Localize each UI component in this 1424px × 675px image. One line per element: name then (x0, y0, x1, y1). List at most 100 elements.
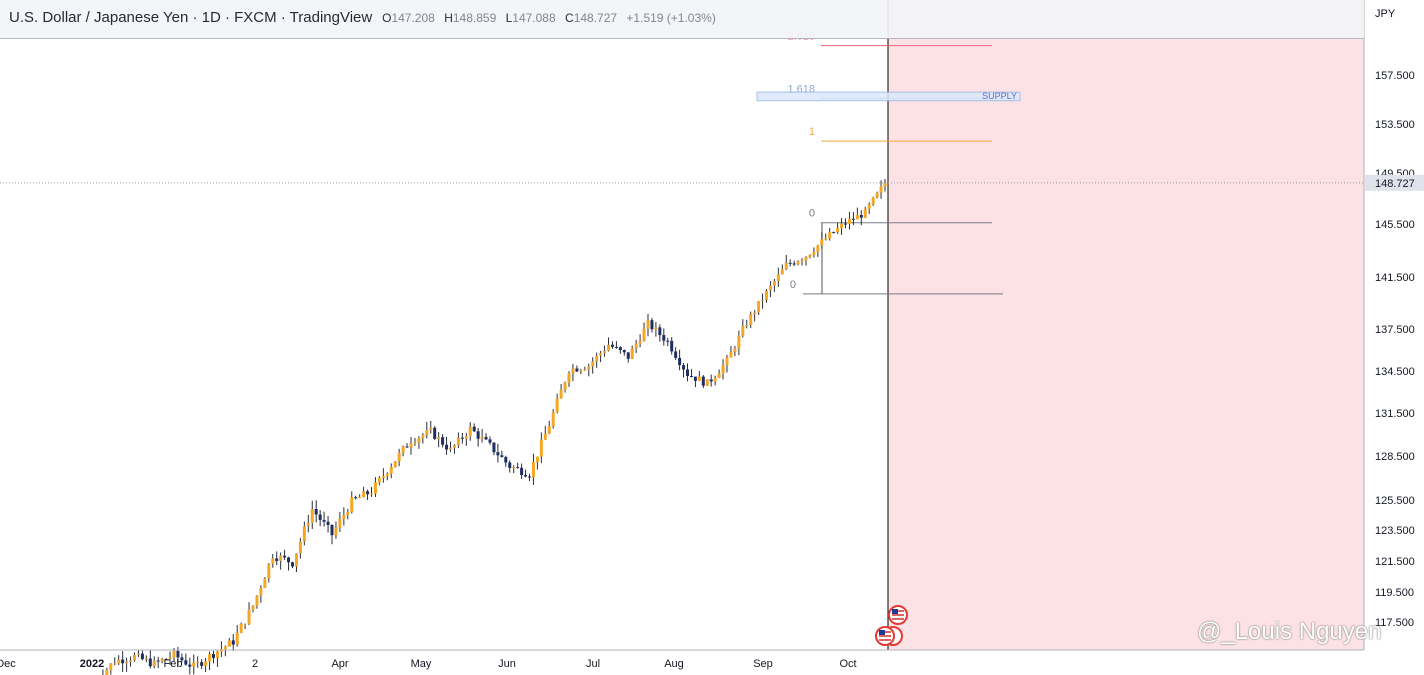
candle-body (543, 433, 547, 440)
candle-body (212, 654, 215, 658)
price-tick-label: 125.500 (1375, 495, 1415, 507)
candle-body (243, 623, 247, 625)
candle-body (271, 558, 275, 564)
candle-body (670, 340, 674, 352)
us-flag-event-icon[interactable] (875, 626, 903, 646)
candle-body (358, 497, 362, 499)
candle-body (804, 257, 808, 261)
price-tick-label: 153.500 (1375, 119, 1415, 131)
economic-events[interactable] (875, 605, 908, 646)
candle-body (140, 653, 144, 660)
symbol-title[interactable]: U.S. Dollar / Japanese Yen · 1D · FXCM ·… (9, 9, 373, 26)
candle-body (524, 475, 528, 477)
price-tick-label: 157.500 (1375, 70, 1415, 82)
supply-zone[interactable]: SUPPLY (756, 91, 1021, 102)
high-label: H (444, 11, 453, 25)
open-label: O (382, 11, 392, 25)
candle-body (449, 447, 452, 450)
candle-body (235, 632, 239, 645)
candle-body (152, 660, 156, 667)
candle-body (587, 366, 591, 370)
candle-body (622, 350, 626, 353)
candle-body (334, 527, 338, 536)
candle-body (330, 524, 334, 536)
candle-body (591, 361, 595, 367)
candle-body (172, 650, 176, 658)
candle-body (563, 382, 567, 390)
candle-body (105, 670, 109, 675)
price-axis[interactable]: 157.500153.500149.500145.500141.500137.5… (1375, 70, 1415, 629)
candle-body (121, 659, 125, 664)
candle-body (421, 435, 425, 439)
candle-body (638, 340, 642, 344)
time-axis[interactable]: Dec 2022 Feb 2 Apr May Jun Jul Aug Sep Oct (0, 658, 857, 670)
time-tick-label: Sep (753, 658, 773, 670)
candle-body (788, 262, 792, 264)
candle-body (618, 347, 622, 351)
candle-body (768, 285, 772, 291)
candle-body (642, 328, 646, 341)
candle-body (354, 497, 358, 499)
candle-body (599, 353, 603, 356)
candle-body (686, 369, 689, 376)
price-tick-label: 121.500 (1375, 556, 1415, 568)
candle-body (721, 365, 725, 374)
us-flag-event-icon[interactable] (888, 605, 908, 625)
header-row: U.S. Dollar / Japanese Yen · 1D · FXCM ·… (9, 9, 716, 26)
candle-body (780, 269, 784, 275)
currency-label: JPY (1375, 8, 1396, 20)
time-tick-label: Oct (839, 658, 856, 670)
candle-body (713, 377, 717, 382)
symbol-header: U.S. Dollar / Japanese Yen · 1D · FXCM ·… (0, 0, 1364, 39)
candle-body (772, 281, 776, 286)
candle-body (693, 376, 697, 381)
candle-body (168, 657, 172, 660)
candle-body (840, 223, 844, 228)
close-label: C (565, 11, 574, 25)
candle-body (516, 467, 520, 469)
candle-body (188, 664, 192, 667)
candle-body (761, 300, 765, 302)
candle-body (275, 558, 279, 561)
candle-body (251, 605, 255, 610)
change-value: +1.519 (+1.03%) (626, 11, 716, 25)
candle-body (729, 351, 733, 358)
time-tick-label: 2 (252, 658, 258, 670)
candle-body (512, 467, 516, 469)
price-tick-label: 123.500 (1375, 525, 1415, 537)
time-tick-label: May (411, 658, 432, 670)
candle-body (247, 609, 251, 624)
time-tick-label: Jun (498, 658, 516, 670)
time-tick-label: 2022 (80, 658, 104, 670)
time-tick-label: Aug (664, 658, 684, 670)
candle-body (851, 218, 855, 220)
candle-body (425, 430, 429, 436)
candle-body (689, 375, 693, 377)
candle-body (844, 223, 847, 225)
candle-body (417, 438, 421, 443)
price-tick-label: 131.500 (1375, 408, 1415, 420)
supply-zone-box (756, 91, 1021, 102)
candle-body (480, 436, 484, 439)
candle-body (373, 482, 377, 494)
candle-body (441, 437, 445, 445)
candle-body (610, 344, 614, 347)
candle-body (350, 497, 354, 513)
candle-body (231, 640, 235, 645)
candle-body (737, 335, 741, 349)
candle-body (397, 452, 401, 462)
candle-body (733, 348, 737, 352)
candle-body (460, 437, 464, 439)
high-value: 148.859 (452, 11, 497, 25)
candle-body (456, 437, 460, 446)
candle-body (705, 379, 709, 386)
candle-body (180, 657, 184, 661)
close-value: 148.727 (573, 11, 618, 25)
candle-body (614, 346, 618, 348)
candle-body (567, 373, 571, 383)
candle-body (429, 427, 433, 431)
candles[interactable] (94, 178, 887, 675)
candle-body (824, 238, 828, 240)
candle-body (749, 314, 753, 326)
